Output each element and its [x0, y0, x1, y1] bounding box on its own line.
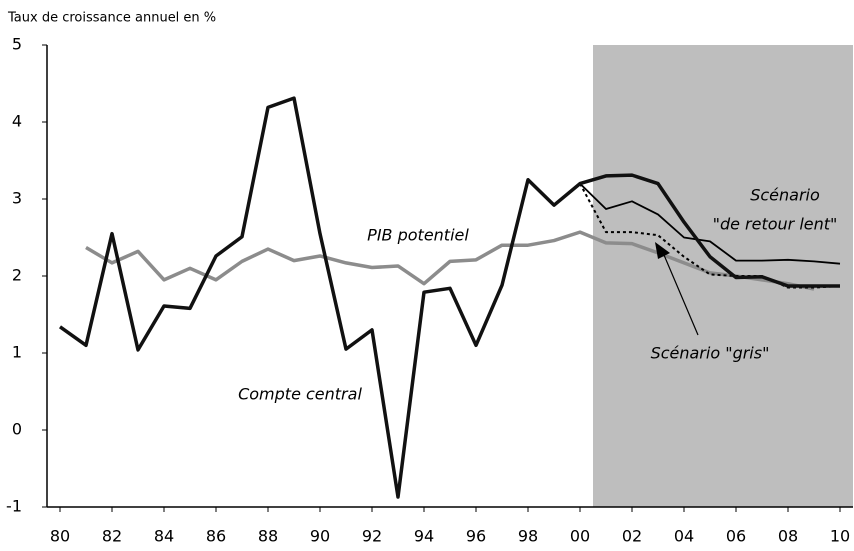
- y-tick-label: -1: [6, 497, 22, 516]
- x-tick-label: 10: [830, 527, 850, 546]
- x-tick-label: 82: [102, 527, 122, 546]
- chart-title: Taux de croissance annuel en %: [7, 11, 216, 26]
- x-tick-label: 08: [778, 527, 798, 546]
- x-tick-label: 06: [726, 527, 746, 546]
- y-tick-label: 3: [12, 189, 22, 208]
- annotation: "de retour lent": [713, 215, 838, 234]
- x-tick-label: 96: [466, 527, 486, 546]
- x-tick-label: 90: [310, 527, 330, 546]
- y-tick-label: 4: [12, 112, 22, 131]
- y-tick-label: 5: [12, 35, 22, 54]
- series-line: [579, 182, 841, 265]
- annotation: PIB potentiel: [367, 226, 469, 245]
- y-tick-label: 1: [12, 343, 22, 362]
- x-tick-label: 88: [258, 527, 278, 546]
- x-tick-label: 92: [362, 527, 382, 546]
- x-tick-label: 84: [154, 527, 174, 546]
- series-line: [579, 183, 841, 289]
- x-tick-label: 00: [570, 527, 590, 546]
- annotation: Compte central: [238, 385, 362, 404]
- x-tick-label: 80: [50, 527, 70, 546]
- x-tick-label: 94: [414, 527, 434, 546]
- annotation: Scénario: [750, 186, 820, 205]
- y-tick-label: 0: [12, 420, 22, 439]
- arrow-head: [655, 242, 670, 259]
- x-tick-label: 86: [206, 527, 226, 546]
- arrow: [663, 254, 699, 336]
- x-tick-label: 98: [518, 527, 538, 546]
- x-tick-label: 02: [622, 527, 642, 546]
- x-tick-label: 04: [674, 527, 694, 546]
- series-line: [58, 96, 840, 499]
- annotation: Scénario "gris": [651, 344, 770, 363]
- y-tick-label: 2: [12, 266, 22, 285]
